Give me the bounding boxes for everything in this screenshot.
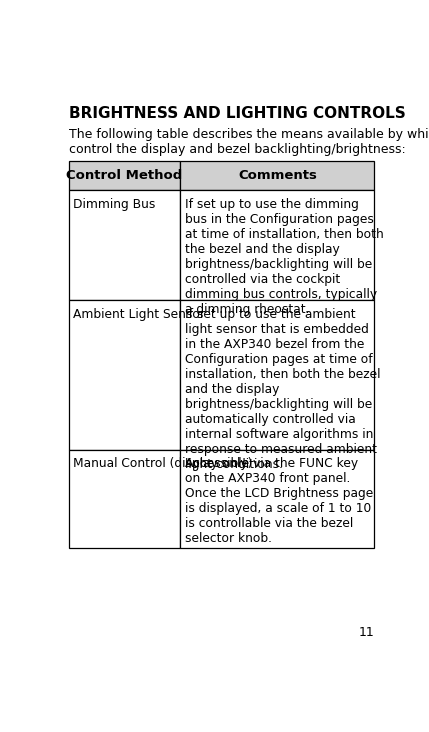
- Bar: [180, 300, 375, 449]
- Text: Manual Control (display only): Manual Control (display only): [73, 457, 252, 470]
- Bar: [69, 449, 180, 548]
- Text: Comments: Comments: [238, 169, 317, 182]
- Text: BRIGHTNESS AND LIGHTING CONTROLS: BRIGHTNESS AND LIGHTING CONTROLS: [69, 106, 405, 121]
- Text: 11: 11: [359, 626, 375, 639]
- Bar: [69, 190, 180, 300]
- Text: Control Method: Control Method: [66, 169, 182, 182]
- Bar: [180, 161, 375, 190]
- Bar: [69, 161, 180, 190]
- Bar: [180, 449, 375, 548]
- Text: Ambient Light Sensor: Ambient Light Sensor: [73, 307, 205, 321]
- Text: If set up to use the dimming
bus in the Configuration pages
at time of installat: If set up to use the dimming bus in the …: [184, 198, 383, 315]
- Bar: [180, 190, 375, 300]
- Text: Accessible via the FUNC key
on the AXP340 front panel.
Once the LCD Brightness p: Accessible via the FUNC key on the AXP34…: [184, 457, 373, 545]
- Bar: [69, 300, 180, 449]
- Text: Dimming Bus: Dimming Bus: [73, 198, 155, 211]
- Text: If set up to use the ambient
light sensor that is embedded
in the AXP340 bezel f: If set up to use the ambient light senso…: [184, 307, 380, 471]
- Text: The following table describes the means available by which to
control the displa: The following table describes the means …: [69, 128, 429, 157]
